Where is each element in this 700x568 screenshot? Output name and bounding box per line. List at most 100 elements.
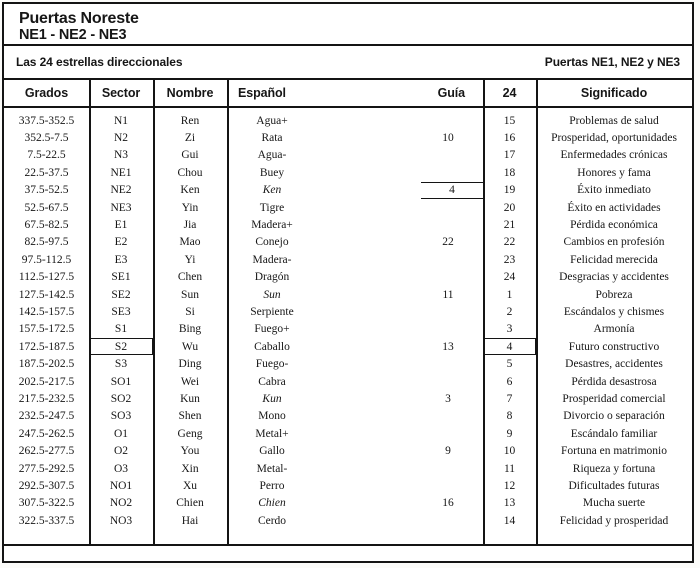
cell-grados: 337.5-352.5	[18, 114, 75, 127]
cell-24: 21	[483, 216, 536, 233]
cell-grados: 37.5-52.5	[24, 184, 69, 197]
cell-24: 18	[483, 164, 536, 181]
cell-sector: SO2	[89, 390, 153, 407]
cell-grados: 97.5-112.5	[21, 253, 72, 266]
cell-significado: Prosperidad comercial	[562, 392, 666, 405]
cell-significado: Éxito en actividades	[567, 201, 661, 214]
cell-nombre: Chien	[176, 497, 204, 510]
cell-guia-text: 16	[442, 497, 454, 510]
cell-espanol-guia: Metal-	[227, 460, 483, 477]
cell-guia-text	[413, 512, 483, 529]
cell-24: 4	[483, 338, 536, 356]
cell-24-text: 17	[503, 149, 516, 162]
cell-24: 20	[483, 199, 536, 216]
cell-significado: Felicidad merecida	[570, 253, 658, 266]
cell-nombre: You	[180, 445, 200, 458]
cell-significado: Problemas de salud	[569, 114, 659, 127]
cell-sector-text: NE2	[110, 184, 132, 197]
cell-sector: O2	[89, 442, 153, 459]
cell-espanol-text: Kun	[262, 392, 282, 405]
cell-nombre: Ken	[180, 184, 200, 197]
cell-espanol-text: Agua+	[256, 114, 288, 127]
cell-sector-text: SO2	[110, 392, 132, 405]
cell-nombre: Chen	[177, 271, 203, 284]
cell-nombre: Ren	[180, 114, 200, 127]
header-sector: Sector	[101, 86, 141, 100]
cell-guia-text: 22	[442, 236, 454, 249]
cell-sector: NE2	[89, 182, 153, 199]
cell-24-text: 18	[503, 166, 516, 179]
cell-grados: 217.5-232.5	[18, 392, 75, 405]
cell-significado: Honores y fama	[577, 166, 651, 179]
cell-significado: Futuro constructivo	[568, 340, 660, 353]
cell-24: 5	[483, 355, 536, 372]
section-bar-right-label: Puertas NE1, NE2 y NE3	[544, 55, 680, 69]
cell-24-text: 20	[503, 201, 516, 214]
cell-24: 2	[483, 303, 536, 320]
cell-espanol-guia: Madera-	[227, 251, 483, 268]
header-espanol: Español	[238, 86, 286, 100]
cell-sector-text: NE1	[110, 166, 132, 179]
cell-espanol-guia: Perro	[227, 477, 483, 494]
page-subtitle: NE1 - NE2 - NE3	[19, 27, 127, 43]
cell-sector: S1	[89, 321, 153, 338]
cell-espanol-text: Sun	[263, 288, 281, 301]
cell-guia-text	[413, 477, 483, 494]
cell-sector: E2	[89, 234, 153, 251]
cell-24-text: 8	[506, 410, 513, 423]
cell-sector-text: S1	[114, 323, 128, 336]
cell-sector: O3	[89, 460, 153, 477]
cell-sector-text: NO1	[109, 479, 133, 492]
cell-significado: Pobreza	[595, 288, 633, 301]
cell-grados: 112.5-127.5	[18, 271, 75, 284]
cell-grados: 172.5-187.5	[18, 340, 75, 353]
section-bar-left-label: Las 24 estrellas direccionales	[16, 55, 183, 69]
cell-espanol-text: Dragón	[254, 271, 290, 284]
cell-sector: S2	[89, 338, 153, 356]
cell-espanol-guia: Tigre	[227, 199, 483, 216]
cell-grados: 22.5-37.5	[24, 166, 69, 179]
header-guia: Guía	[437, 86, 465, 100]
cell-sector-text: N1	[113, 114, 129, 127]
cell-24-text: 3	[506, 323, 513, 336]
cell-nombre: Xin	[181, 462, 199, 475]
cell-grados: 52.5-67.5	[24, 201, 69, 214]
header-significado: Significado	[580, 86, 648, 100]
cell-significado: Riqueza y fortuna	[572, 462, 656, 475]
cell-24-text: 11	[503, 462, 516, 475]
cell-nombre: Shen	[178, 410, 202, 423]
cell-espanol-text: Serpiente	[250, 305, 294, 318]
cell-grados: 157.5-172.5	[18, 323, 75, 336]
cell-guia-text: 10	[442, 132, 454, 145]
cell-sector-text: NE3	[110, 201, 132, 214]
cell-espanol-guia: Ken 4	[227, 181, 483, 199]
header-nombre: Nombre	[166, 86, 214, 100]
section-bar: Las 24 estrellas direccionales Puertas N…	[4, 46, 692, 80]
cell-sector-text: E2	[114, 236, 128, 249]
cell-nombre: Bing	[178, 323, 202, 336]
cell-24: 3	[483, 321, 536, 338]
cell-24: 9	[483, 425, 536, 442]
cell-sector-text: SO3	[110, 410, 132, 423]
cell-sector: NO2	[89, 495, 153, 512]
cell-grados: 127.5-142.5	[18, 288, 75, 301]
cell-24-text: 23	[503, 253, 516, 266]
cell-24: 19	[483, 182, 536, 199]
cell-guia-text	[413, 355, 483, 372]
cell-sector-text: SE1	[111, 271, 131, 284]
cell-24: 16	[483, 129, 536, 146]
cell-nombre: Zi	[184, 132, 196, 145]
cell-significado: Mucha suerte	[582, 497, 646, 510]
cell-24-text: 14	[503, 514, 516, 527]
cell-sector: S3	[89, 355, 153, 372]
cell-espanol-text: Mono	[258, 410, 286, 423]
cell-sector: NO3	[89, 512, 153, 529]
cell-24: 11	[483, 460, 536, 477]
cell-nombre: Xu	[182, 479, 198, 492]
cell-guia-text: 13	[442, 340, 454, 353]
cell-espanol-text: Buey	[259, 166, 285, 179]
cell-24: 14	[483, 512, 536, 529]
cell-sector-text: S3	[114, 358, 128, 371]
cell-grados: 187.5-202.5	[18, 358, 75, 371]
cell-nombre: Sun	[181, 288, 199, 301]
